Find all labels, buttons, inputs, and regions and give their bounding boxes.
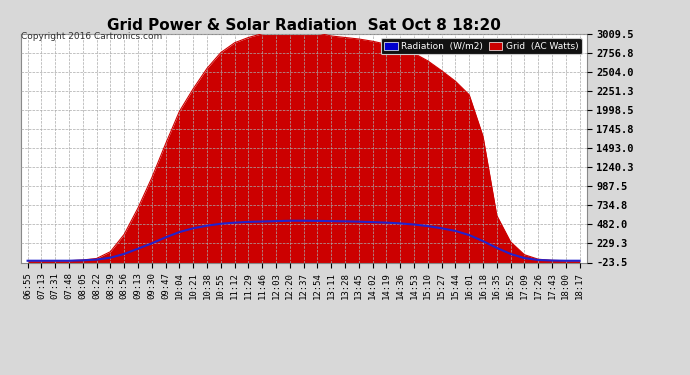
Text: Copyright 2016 Cartronics.com: Copyright 2016 Cartronics.com (21, 32, 162, 41)
Title: Grid Power & Solar Radiation  Sat Oct 8 18:20: Grid Power & Solar Radiation Sat Oct 8 1… (107, 18, 500, 33)
Legend: Radiation  (W/m2), Grid  (AC Watts): Radiation (W/m2), Grid (AC Watts) (381, 38, 582, 54)
